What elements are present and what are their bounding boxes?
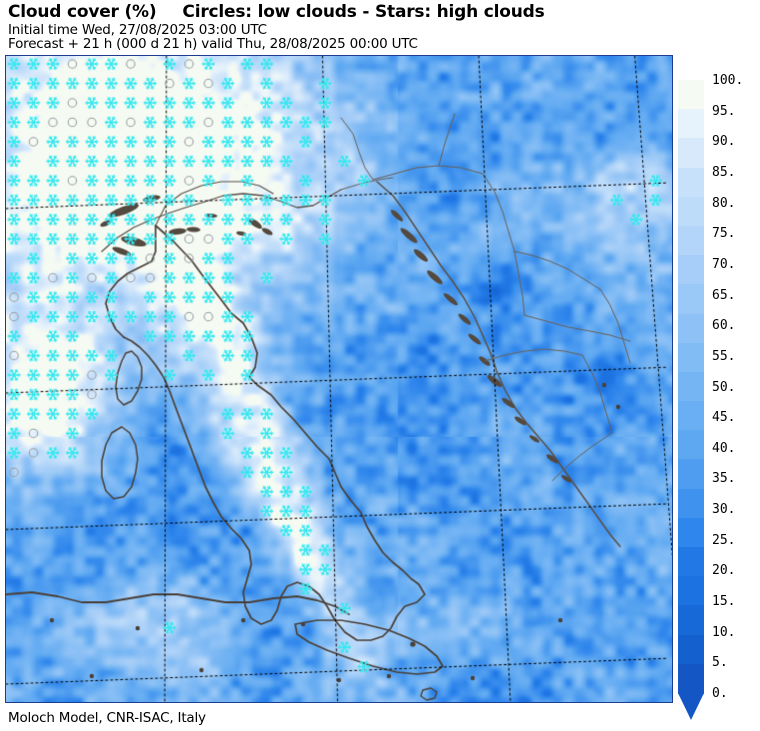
colorbar-tick-label: 90. bbox=[712, 134, 736, 150]
title-main-text: Cloud cover (%) bbox=[8, 2, 157, 22]
colorbar-segment bbox=[678, 663, 704, 694]
colorbar-segment bbox=[678, 488, 704, 519]
colorbar-tick-label: 70. bbox=[712, 256, 736, 272]
colorbar-segment bbox=[678, 313, 704, 344]
colorbar-segment bbox=[678, 80, 704, 110]
colorbar-segment bbox=[678, 196, 704, 227]
colorbar-segment bbox=[678, 255, 704, 285]
colorbar-gradient bbox=[678, 80, 704, 694]
colorbar-tick-label: 45. bbox=[712, 410, 736, 426]
colorbar-segment bbox=[678, 167, 704, 198]
colorbar-segment bbox=[678, 225, 704, 256]
colorbar-tick-label: 5. bbox=[712, 655, 728, 671]
colorbar-tick-label: 30. bbox=[712, 502, 736, 518]
colorbar-tick-label: 0. bbox=[712, 686, 728, 701]
colorbar-segment bbox=[678, 284, 704, 315]
colorbar-segment bbox=[678, 634, 704, 665]
colorbar-tick-label: 35. bbox=[712, 471, 736, 487]
colorbar-bottom-arrow-icon bbox=[678, 693, 704, 720]
colorbar-tick-label: 80. bbox=[712, 195, 736, 211]
page-title: Cloud cover (%) Circles: low clouds - Sta… bbox=[8, 2, 545, 22]
colorbar-segment bbox=[678, 401, 704, 431]
colorbar-tick-label: 100. bbox=[712, 73, 744, 88]
colorbar-tick-label: 60. bbox=[712, 318, 736, 334]
colorbar-tick-label: 50. bbox=[712, 379, 736, 395]
colorbar-segment bbox=[678, 109, 704, 139]
colorbar-tick-label: 65. bbox=[712, 287, 736, 303]
colorbar: 100. 95. 90. 85. 80. 75. 70. 65. 60. 55. 50. 45. 40.… bbox=[678, 55, 760, 720]
colorbar-tick-label: 40. bbox=[712, 440, 736, 456]
colorbar-segment bbox=[678, 576, 704, 607]
header: Cloud cover (%) Circles: low clouds - Sta… bbox=[0, 0, 690, 55]
colorbar-tick-label: 95. bbox=[712, 103, 736, 119]
colorbar-tick-label: 10. bbox=[712, 624, 736, 640]
model-credit: Moloch Model, CNR-ISAC, Italy bbox=[8, 710, 206, 726]
colorbar-tick-label: 55. bbox=[712, 348, 736, 364]
initial-time-text: Initial time Wed, 27/08/2025 03:00 UTC bbox=[8, 22, 267, 38]
colorbar-segment bbox=[678, 138, 704, 169]
colorbar-tick-label: 15. bbox=[712, 594, 736, 610]
forecast-validity-text: Forecast + 21 h (000 d 21 h) valid Thu, … bbox=[8, 36, 418, 52]
map-panel bbox=[5, 55, 673, 703]
colorbar-tick-label: 85. bbox=[712, 164, 736, 180]
colorbar-tick-label: 20. bbox=[712, 563, 736, 579]
colorbar-segment bbox=[678, 547, 704, 577]
cloud-cover-map bbox=[6, 56, 672, 702]
title-legend-text: Circles: low clouds - Stars: high clouds bbox=[182, 2, 545, 22]
colorbar-segment bbox=[678, 459, 704, 490]
colorbar-segment bbox=[678, 517, 704, 548]
colorbar-tick-label: 25. bbox=[712, 532, 736, 548]
colorbar-segment bbox=[678, 430, 704, 461]
colorbar-tick-label: 75. bbox=[712, 226, 736, 242]
colorbar-segment bbox=[678, 342, 704, 373]
colorbar-segment bbox=[678, 371, 704, 402]
colorbar-segment bbox=[678, 605, 704, 636]
